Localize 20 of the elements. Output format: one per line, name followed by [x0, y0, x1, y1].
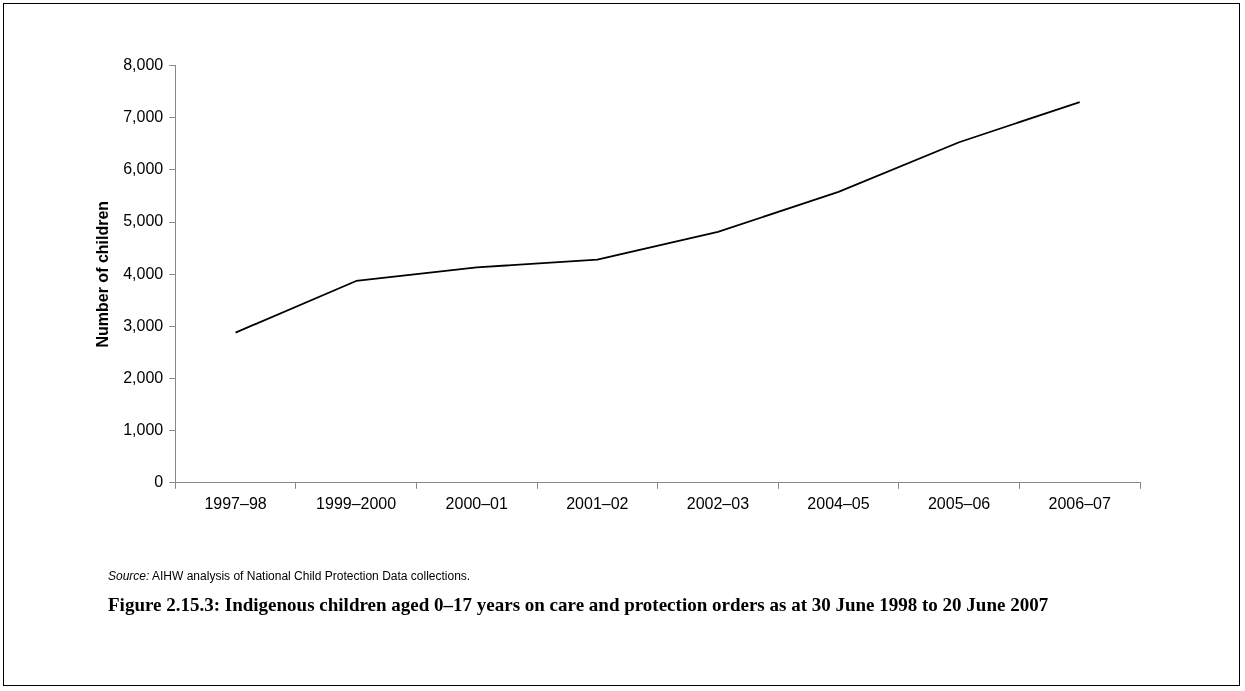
x-tick-label: 2002–03 [686, 494, 750, 512]
y-axis-title: Number of children [94, 200, 112, 348]
y-tick-label: 1,000 [123, 421, 164, 439]
text: Figure 2.15.3: Indigenous children aged 0–17 years on care and protection orders as at 30 June 1998 to 20 June 2007 [108, 593, 1050, 617]
y-tick-label: 4,000 [123, 264, 164, 282]
x-tick-label: 2000–01 [445, 494, 508, 512]
x-tick-label: 2005–06 [927, 494, 991, 512]
x-tick-label: 1997–98 [204, 494, 267, 512]
y-tick-label: 5,000 [123, 212, 164, 230]
y-tick-label: 8,000 [123, 56, 164, 74]
x-tick-label: 2001–02 [566, 494, 629, 512]
x-tick-label: 2004–05 [807, 494, 870, 512]
x-tick-label: 1999–2000 [316, 494, 397, 512]
y-tick-label: 6,000 [123, 160, 164, 178]
source-note: Source: AIHW analysis of National Child Protection Data collections. [108, 569, 471, 583]
y-tick-label: 2,000 [123, 368, 164, 386]
x-tick-label: 2006–07 [1048, 494, 1111, 512]
y-tick-label: 0 [154, 473, 164, 491]
y-tick-label: 7,000 [123, 108, 164, 126]
y-tick-label: 3,000 [123, 316, 164, 334]
